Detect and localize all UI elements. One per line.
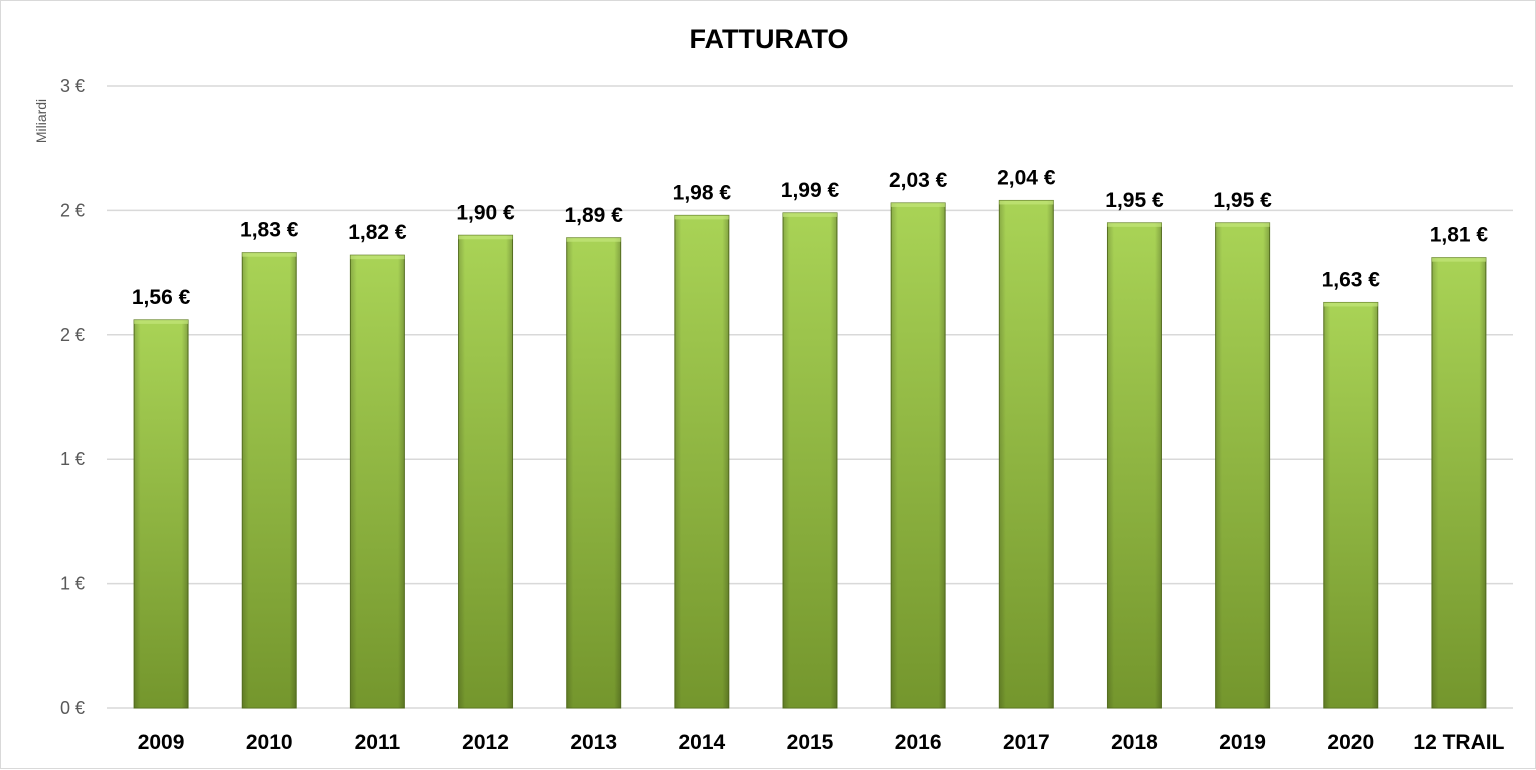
bars <box>133 199 1487 709</box>
bar-highlight <box>566 237 621 242</box>
bar-highlight <box>1215 222 1270 227</box>
data-label: 1,81 € <box>1430 224 1489 247</box>
bar-shading <box>242 252 297 709</box>
x-tick-label: 2012 <box>462 731 509 754</box>
bar <box>1106 222 1162 709</box>
bar-highlight <box>458 235 513 240</box>
bar <box>349 254 405 709</box>
data-label: 1,90 € <box>456 201 515 224</box>
bar-highlight <box>242 252 297 257</box>
bar-shading <box>1323 302 1378 708</box>
x-tick-label: 2015 <box>787 731 834 754</box>
y-tick-label: 2 € <box>60 325 85 345</box>
bar <box>674 214 730 709</box>
x-tick-label: 2009 <box>138 731 185 754</box>
bar <box>458 234 514 709</box>
bar <box>1431 257 1487 709</box>
data-label: 1,82 € <box>348 221 407 244</box>
bar-shading <box>1215 222 1270 708</box>
y-tick-label: 3 € <box>60 76 85 96</box>
x-tick-label: 2018 <box>1111 731 1158 754</box>
y-tick-label: 2 € <box>60 200 85 220</box>
data-label: 1,83 € <box>240 219 299 242</box>
data-label: 2,03 € <box>889 169 948 192</box>
bar <box>782 212 838 709</box>
data-label: 1,99 € <box>781 179 840 202</box>
y-axis-ticks: 0 € 1 € 1 € 2 € 2 € 3 € <box>60 76 85 718</box>
data-label: 1,95 € <box>1105 189 1164 212</box>
data-labels: 1,56 € 1,83 € 1,82 € 1,90 € 1,89 € 1,98 € 1,99… <box>132 166 1489 308</box>
bar-highlight <box>1107 222 1162 227</box>
data-label: 1,56 € <box>132 286 191 309</box>
y-tick-label: 0 € <box>60 698 85 718</box>
x-tick-label: 12 TRAIL <box>1413 731 1504 754</box>
data-label: 1,63 € <box>1322 268 1381 291</box>
bar <box>998 199 1054 709</box>
bar-shading <box>566 237 621 708</box>
x-tick-label: 2016 <box>895 731 942 754</box>
x-tick-label: 2017 <box>1003 731 1050 754</box>
x-tick-label: 2014 <box>678 731 725 754</box>
bar <box>133 319 189 709</box>
bar-highlight <box>1323 302 1378 307</box>
bar-highlight <box>350 255 405 260</box>
bar-shading <box>1107 222 1162 708</box>
bar <box>1323 301 1379 709</box>
bar-highlight <box>674 215 729 220</box>
y-tick-label: 1 € <box>60 449 85 469</box>
bar <box>241 252 297 709</box>
bar-shading <box>674 215 729 708</box>
bar-shading <box>134 319 189 708</box>
bar-highlight <box>891 202 946 207</box>
data-label: 1,95 € <box>1213 189 1272 212</box>
data-label: 1,89 € <box>564 204 623 227</box>
x-tick-label: 2020 <box>1327 731 1374 754</box>
chart-title: FATTURATO <box>690 24 849 54</box>
x-tick-label: 2011 <box>355 731 401 754</box>
bar-highlight <box>999 200 1054 205</box>
data-label: 1,98 € <box>673 181 732 204</box>
y-axis-label: Miliardi <box>33 99 49 143</box>
data-label: 2,04 € <box>997 166 1056 189</box>
x-axis-ticks: 2009 2010 2011 2012 2013 2014 2015 2016 2017 2018… <box>138 731 1505 754</box>
bar-shading <box>1431 257 1486 708</box>
bar-shading <box>783 212 837 708</box>
bar-highlight <box>783 212 837 217</box>
x-tick-label: 2019 <box>1219 731 1266 754</box>
bar <box>1215 222 1271 709</box>
bar <box>566 237 622 709</box>
bar <box>890 202 946 709</box>
bar-shading <box>350 255 405 708</box>
bar-highlight <box>1431 257 1486 262</box>
x-tick-label: 2013 <box>570 731 617 754</box>
bar-shading <box>999 200 1054 708</box>
bar-shading <box>891 202 946 708</box>
bar-highlight <box>134 319 189 324</box>
y-tick-label: 1 € <box>60 574 85 594</box>
bar-shading <box>458 235 513 708</box>
x-tick-label: 2010 <box>246 731 293 754</box>
